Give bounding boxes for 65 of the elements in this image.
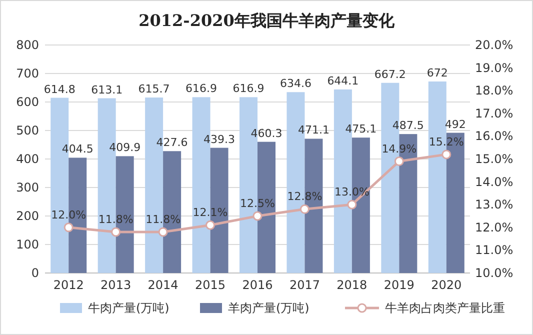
data-label: 644.1 xyxy=(327,74,359,88)
x-tick-label: 2012 xyxy=(53,278,84,292)
data-label: 634.6 xyxy=(280,77,312,90)
data-label: 487.5 xyxy=(392,119,424,132)
y2-tick-label: 19.0% xyxy=(475,60,514,75)
data-label: 404.5 xyxy=(62,142,94,156)
data-label: 409.9 xyxy=(109,141,141,154)
data-label: 427.6 xyxy=(156,136,188,150)
data-label: 12.8% xyxy=(287,190,322,204)
legend-label: 牛羊肉占肉类产量比重 xyxy=(385,301,505,315)
y-tick-label: 800 xyxy=(16,38,39,52)
data-label: 12.0% xyxy=(51,208,86,222)
y-tick-label: 200 xyxy=(16,209,39,223)
chart-title: 2012-2020年我国牛羊肉产量变化 xyxy=(138,11,396,30)
y2-tick-label: 10.0% xyxy=(475,266,514,280)
data-label: 613.1 xyxy=(91,83,123,96)
y2-tick-label: 12.0% xyxy=(475,220,514,234)
y2-tick-label: 17.0% xyxy=(475,106,514,120)
point xyxy=(442,150,452,160)
point xyxy=(252,211,262,221)
x-tick-label: 2016 xyxy=(242,278,273,292)
point xyxy=(64,222,74,232)
data-label: 14.9% xyxy=(382,142,417,156)
x-tick-label: 2020 xyxy=(431,278,462,292)
y2-tick-label: 13.0% xyxy=(475,198,514,212)
point xyxy=(206,220,216,230)
x-tick-label: 2013 xyxy=(100,278,132,292)
data-label: 13.0% xyxy=(334,186,370,199)
x-tick-label: 2017 xyxy=(289,278,320,292)
legend-label: 牛肉产量(万吨) xyxy=(88,301,170,315)
point xyxy=(347,200,357,210)
y2-tick-label: 14.0% xyxy=(475,174,514,189)
y-tick-label: 400 xyxy=(16,152,39,166)
y-tick-label: 700 xyxy=(16,66,39,80)
y-tick-label: 300 xyxy=(16,180,39,194)
data-label: 667.2 xyxy=(374,68,406,81)
point xyxy=(300,204,310,214)
x-tick-label: 2019 xyxy=(384,278,414,292)
data-label: 614.8 xyxy=(44,82,76,96)
y2-tick-label: 16.0% xyxy=(475,129,514,144)
legend-label: 羊肉产量(万吨) xyxy=(228,301,310,315)
data-label: 615.7 xyxy=(138,82,170,96)
data-label: 492 xyxy=(444,118,466,131)
data-label: 460.3 xyxy=(250,126,282,140)
y-tick-label: 600 xyxy=(16,95,39,109)
point xyxy=(394,156,404,166)
data-label: 616.9 xyxy=(232,82,264,96)
y2-tick-label: 20.0% xyxy=(475,38,514,52)
y2-tick-label: 11.0% xyxy=(475,243,514,258)
data-label: 471.1 xyxy=(298,124,330,137)
x-tick-label: 2018 xyxy=(336,278,368,292)
point xyxy=(158,227,168,237)
y-tick-label: 100 xyxy=(16,238,39,252)
y2-tick-label: 15.0% xyxy=(475,152,514,166)
data-label: 616.9 xyxy=(186,82,218,96)
y-tick-label: 0 xyxy=(31,266,39,280)
data-label: 439.3 xyxy=(204,132,236,146)
y2-tick-label: 18.0% xyxy=(475,84,514,98)
data-label: 12.1% xyxy=(192,206,228,220)
x-tick-label: 2014 xyxy=(148,278,178,292)
data-label: 672 xyxy=(426,66,448,80)
data-label: 475.1 xyxy=(345,122,377,136)
x-tick-label: 2015 xyxy=(195,278,226,292)
point xyxy=(111,227,121,237)
y-tick-label: 500 xyxy=(16,124,39,138)
